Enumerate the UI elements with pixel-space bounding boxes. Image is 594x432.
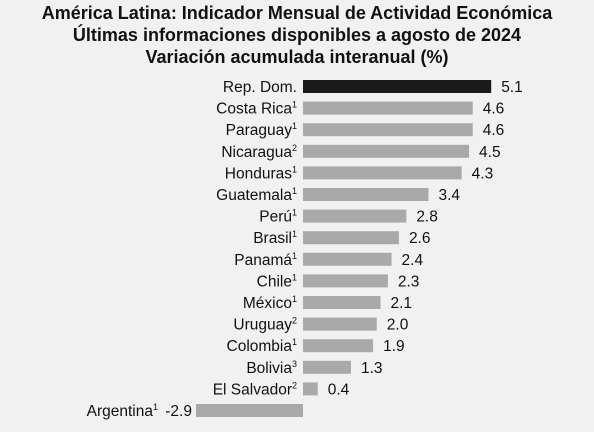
bar: [303, 166, 462, 180]
category-label: México1: [243, 294, 297, 312]
category-label: Uruguay2: [233, 316, 297, 334]
category-label: Honduras1: [225, 164, 297, 182]
bar: [303, 80, 492, 93]
value-label: 2.1: [390, 295, 412, 312]
bar: [303, 144, 470, 158]
value-label: 1.3: [361, 360, 383, 377]
category-label: Paraguay1: [226, 121, 297, 139]
bar: [303, 123, 473, 137]
category-label: Rep. Dom.: [223, 79, 297, 96]
bar: [303, 360, 351, 374]
value-label: 5.1: [501, 79, 523, 96]
value-label: 1.9: [383, 338, 405, 355]
bar: [303, 101, 473, 115]
bar: [303, 317, 377, 331]
category-label: Perú1: [259, 208, 297, 226]
bar: [195, 404, 303, 417]
value-label: 2.0: [387, 317, 409, 334]
value-label: 4.6: [483, 101, 505, 118]
value-label: 4.3: [472, 165, 494, 182]
value-label: 4.6: [483, 122, 505, 139]
category-label: Brasil1: [253, 229, 297, 247]
value-label: 2.8: [416, 209, 438, 226]
category-label: El Salvador2: [213, 380, 297, 398]
category-label: Chile1: [257, 272, 297, 290]
value-label: 0.4: [328, 381, 350, 398]
value-label: 2.4: [402, 252, 424, 269]
bar: [303, 274, 388, 288]
bar: [303, 209, 407, 223]
category-label: Nicaragua2: [221, 143, 297, 161]
bar: [303, 252, 392, 266]
chart-subtitle-units: Variación acumulada interanual (%): [145, 47, 449, 67]
value-label: -2.9: [165, 403, 192, 420]
category-label: Argentina1: [87, 402, 158, 420]
category-label: Bolivia3: [246, 359, 297, 377]
chart-subtitle: Últimas informaciones disponibles a agos…: [72, 25, 522, 45]
category-label: Costa Rica1: [216, 100, 297, 118]
value-label: 2.3: [398, 273, 420, 290]
value-label: 3.4: [438, 187, 460, 204]
value-label: 4.5: [479, 144, 501, 161]
category-label: Panamá1: [234, 251, 297, 269]
bar: [303, 188, 429, 201]
bar: [303, 339, 374, 353]
bar: [303, 296, 381, 309]
category-label: Colombia1: [227, 337, 298, 355]
bar: [303, 231, 399, 245]
value-label: 2.6: [409, 230, 431, 247]
chart-title-block: América Latina: Indicador Mensual de Act…: [0, 2, 594, 68]
chart-title: América Latina: Indicador Mensual de Act…: [41, 3, 553, 23]
category-label: Guatemala1: [216, 186, 297, 204]
bar: [303, 382, 318, 396]
